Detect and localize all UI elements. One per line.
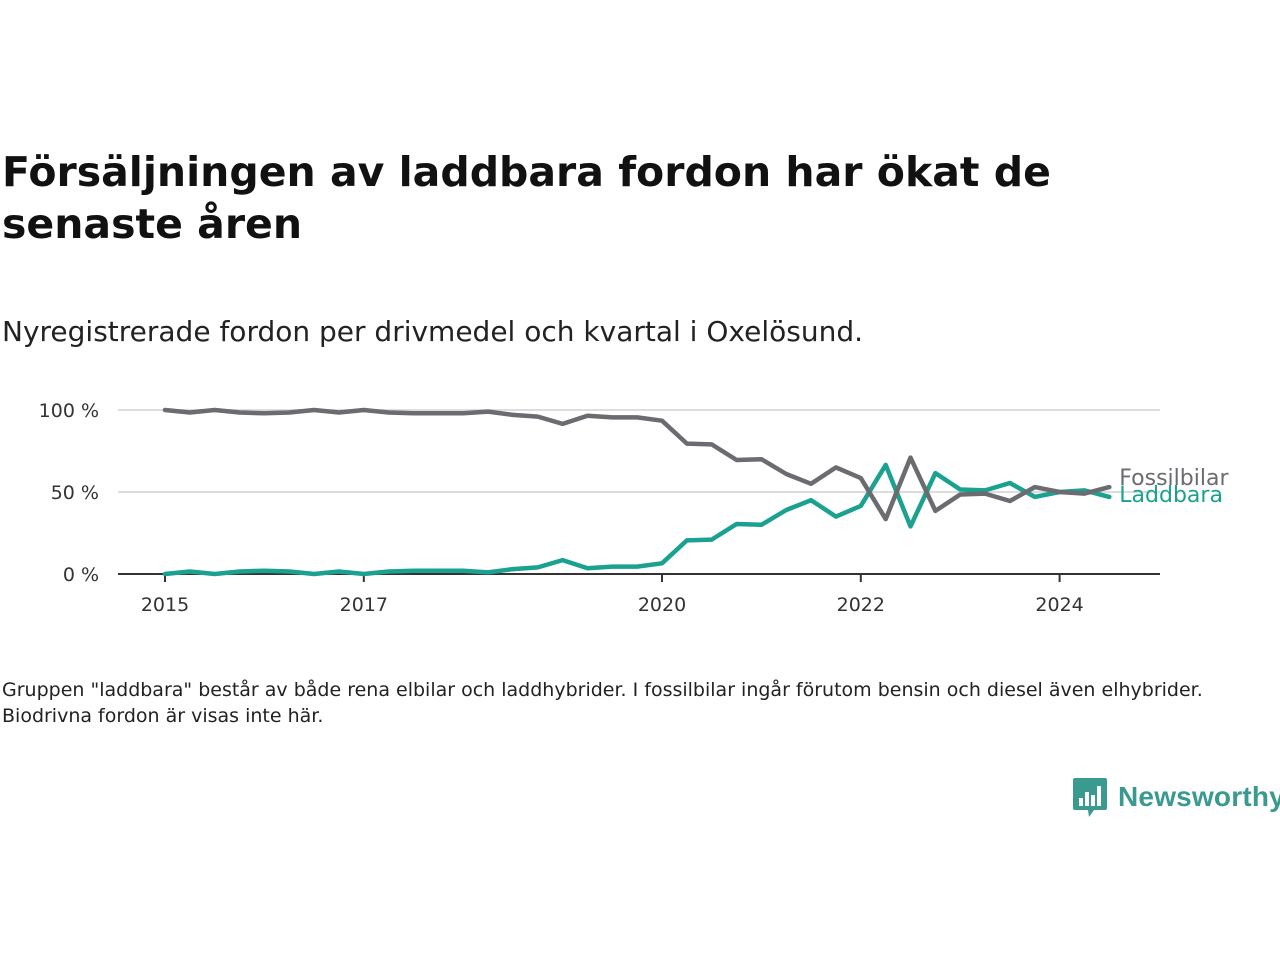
newsworthy-logo-icon: [1073, 778, 1107, 817]
x-axis: 2015 2017 2020 2022 2024: [118, 573, 1160, 616]
x-tick-label: 2022: [837, 594, 885, 616]
series-line-fossilbilar: [162, 407, 1112, 522]
y-tick-label: 0 %: [63, 564, 99, 586]
x-tick-label: 2017: [340, 594, 388, 616]
chart-series: [162, 407, 1112, 577]
y-tick-label: 100 %: [39, 400, 99, 422]
brand-logo: Newsworthy: [1072, 775, 1280, 819]
series-label-fossilbilar: Fossilbilar: [1119, 466, 1229, 491]
y-tick-label: 50 %: [51, 482, 99, 504]
series-line-laddbara: [162, 462, 1112, 577]
x-tick-label: 2020: [638, 594, 686, 616]
chart-footnote: Gruppen "laddbara" består av både rena e…: [2, 679, 1203, 727]
x-tick-label: 2015: [141, 594, 189, 616]
line-chart: 0 % 50 % 100 % 2015 2017 2020 2022 2024 Fossil…: [39, 400, 1230, 616]
x-tick-label: 2024: [1035, 594, 1083, 616]
series-label-laddbara: Laddbara: [1119, 483, 1223, 508]
brand-name: Newsworthy: [1118, 781, 1280, 812]
chart-grid: [118, 409, 1160, 493]
chart-title: Försäljningen av laddbara fordon har öka…: [2, 148, 1051, 248]
chart-subtitle: Nyregistrerade fordon per drivmedel och …: [2, 315, 863, 348]
y-axis: 0 % 50 % 100 %: [39, 400, 99, 586]
